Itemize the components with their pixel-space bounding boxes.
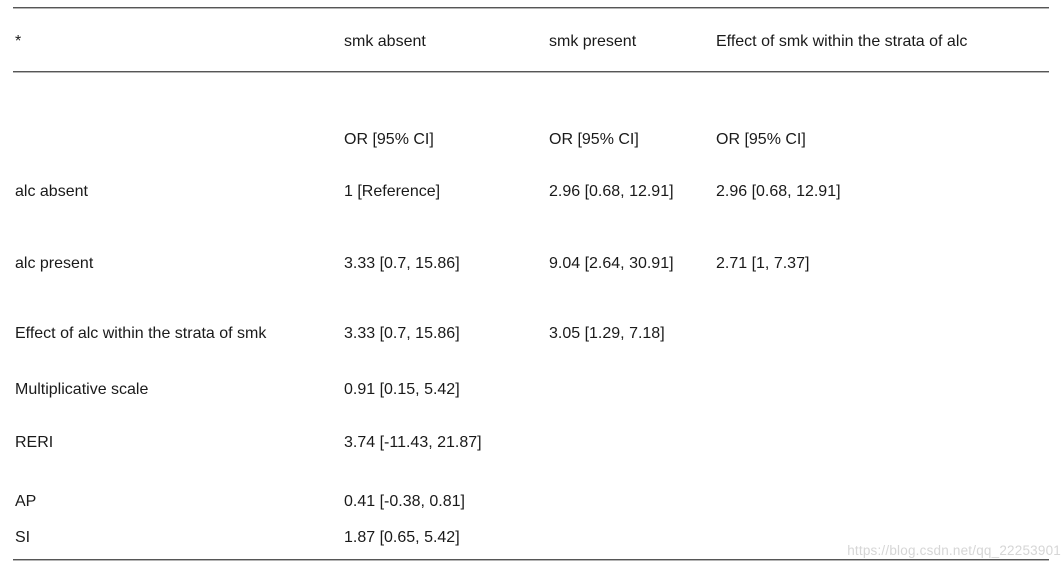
cell-smk-absent: 0.91 [0.15, 5.42] [344,381,460,398]
cell-label: Effect of alc within the strata of smk [15,325,267,342]
cell-label: Multiplicative scale [15,381,149,398]
cell-effect: 2.71 [1, 7.37] [716,255,810,272]
cell-smk-present: 9.04 [2.64, 30.91] [549,255,674,272]
cell-smk-absent: 1 [Reference] [344,183,441,200]
table-row-ap: AP 0.41 [-0.38, 0.81] [0,492,1063,512]
cell-label: alc absent [15,183,88,200]
cell-smk-absent: 3.33 [0.7, 15.86] [344,325,460,342]
table-row-si: SI 1.87 [0.65, 5.42] [0,528,1063,548]
cell-label: SI [15,529,31,546]
header-smk-present: smk present [549,33,637,50]
table-row-alc-present: alc present 3.33 [0.7, 15.86] 9.04 [2.64… [0,254,1063,274]
cell-smk-present: 2.96 [0.68, 12.91] [549,183,674,200]
cell-label: alc present [15,255,94,272]
cell-effect: 2.96 [0.68, 12.91] [716,183,841,200]
cell-effect: OR [95% CI] [716,131,806,148]
cell-smk-absent: 0.41 [-0.38, 0.81] [344,493,465,510]
table-row-or-ci-header: OR [95% CI] OR [95% CI] OR [95% CI] [0,130,1063,150]
table-bottom-rule [13,559,1049,561]
table-row-effect-of-alc: Effect of alc within the strata of smk 3… [0,324,1063,344]
header-smk-absent: smk absent [344,33,426,50]
csdn-watermark-url: https://blog.csdn.net/qq_22253901 [847,543,1061,558]
table-header-rule [13,71,1049,73]
cell-smk-present: 3.05 [1.29, 7.18] [549,325,665,342]
cell-smk-absent: 1.87 [0.65, 5.42] [344,529,460,546]
cell-smk-present: OR [95% CI] [549,131,639,148]
header-effect-of-smk: Effect of smk within the strata of alc [716,33,968,50]
header-corner-asterisk: * [15,33,22,50]
cell-label: RERI [15,434,54,451]
table-header-row: * smk absent smk present Effect of smk w… [0,32,1063,52]
cell-smk-absent: OR [95% CI] [344,131,434,148]
table-row-alc-absent: alc absent 1 [Reference] 2.96 [0.68, 12.… [0,182,1063,202]
table-top-rule [13,7,1049,9]
cell-label: AP [15,493,37,510]
cell-smk-absent: 3.33 [0.7, 15.86] [344,255,460,272]
table-row-reri: RERI 3.74 [-11.43, 21.87] [0,433,1063,453]
table-row-multiplicative-scale: Multiplicative scale 0.91 [0.15, 5.42] [0,380,1063,400]
cell-smk-absent: 3.74 [-11.43, 21.87] [344,434,482,451]
